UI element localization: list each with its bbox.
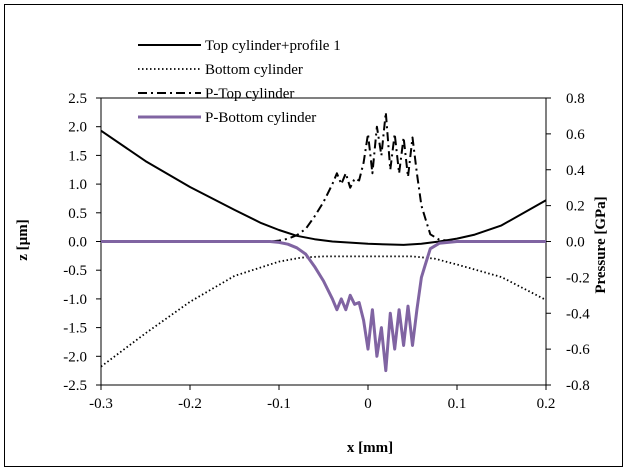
p-bottom-cylinder-legend-label: P-Bottom cylinder (205, 110, 316, 126)
top-cylinder-series-line (100, 129, 547, 246)
top-cylinder-legend-label: Top cylinder+profile 1 (205, 38, 341, 54)
bottom-cylinder-series-line (100, 255, 547, 368)
y-tick-label: -2.5 (63, 378, 87, 394)
p-bottom-cylinder-series-line (101, 240, 546, 373)
chart-frame: -0.3 -0.2 -0.1 0 0.1 0.2 2.5 2.0 1.5 1.0 0.5 0.0 -0.… (4, 4, 623, 467)
y-tick-label: 1.0 (68, 177, 87, 193)
y-tick-label: 1.5 (68, 148, 87, 164)
y2-tick-label: -0.6 (566, 342, 590, 358)
pressure-profile-chart: -0.3 -0.2 -0.1 0 0.1 0.2 2.5 2.0 1.5 1.0 0.5 0.0 -0.… (15, 38, 609, 456)
y2-tick-label: 0.0 (566, 235, 585, 251)
y-tick-label: 2.5 (68, 91, 87, 107)
y-tick-label: 2.0 (68, 120, 87, 136)
y2-axis-label: Pressure [GPa] (593, 196, 609, 293)
y-tick-label: -1.5 (63, 321, 87, 337)
y2-tick-label: 0.4 (566, 163, 585, 179)
y2-tick-label: 0.8 (566, 91, 585, 107)
p-top-cylinder-series-line (101, 111, 546, 243)
y-axis-label: z [µm] (15, 219, 31, 261)
y-tick-label: 0.0 (68, 235, 87, 251)
y2-tick-label: 0.6 (566, 127, 585, 143)
p-top-cylinder-legend-label: P-Top cylinder (205, 86, 294, 102)
y-tick-label: -2.0 (63, 349, 87, 365)
bottom-cylinder-legend-label: Bottom cylinder (205, 62, 303, 78)
y-tick-label: -0.5 (63, 263, 87, 279)
x-tick-label: -0.1 (267, 396, 291, 412)
y2-tick-label: -0.4 (566, 306, 590, 322)
x-tick-label: 0.2 (537, 396, 556, 412)
axes-layer: -0.3 -0.2 -0.1 0 0.1 0.2 2.5 2.0 1.5 1.0 0.5 0.0 -0.… (63, 91, 590, 412)
series-layer (100, 111, 547, 373)
legend: Top cylinder+profile 1 Bottom cylinder P-T… (138, 38, 341, 126)
y2-tick-label: 0.2 (566, 199, 585, 215)
x-tick-label: -0.3 (89, 396, 113, 412)
x-axis-label: x [mm] (347, 440, 393, 456)
y-tick-label: -1.0 (63, 292, 87, 308)
x-tick-label: 0 (364, 396, 372, 412)
x-tick-label: 0.1 (448, 396, 467, 412)
y-tick-label: 0.5 (68, 206, 87, 222)
y2-tick-label: -0.2 (566, 270, 590, 286)
y2-tick-label: -0.8 (566, 378, 590, 394)
x-tick-label: -0.2 (178, 396, 202, 412)
